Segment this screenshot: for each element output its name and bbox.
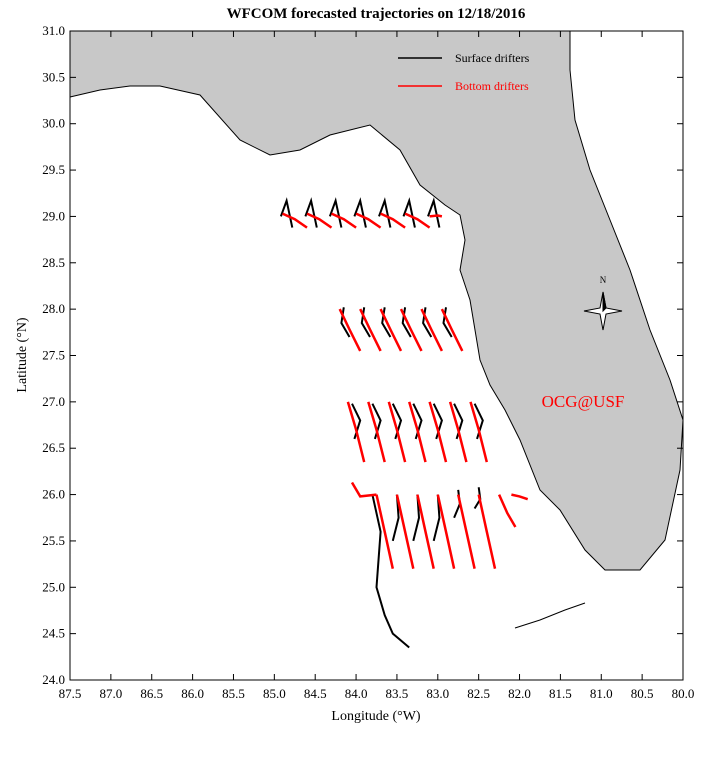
y-tick-label: 25.0 [42,579,65,594]
trajectory [281,212,308,229]
trajectory [381,307,392,338]
x-tick-label: 85.0 [263,686,286,701]
trajectory [330,212,357,229]
trajectory [306,212,333,229]
trajectory [279,197,294,228]
trajectory [497,494,517,528]
x-tick-label: 86.5 [140,686,163,701]
x-tick-label: 80.0 [672,686,695,701]
trajectory [420,308,444,352]
y-tick-label: 30.5 [42,69,65,84]
trajectory [429,214,443,218]
trajectory [328,197,343,228]
trajectory [367,401,386,463]
trajectory [371,494,410,649]
y-tick-label: 27.5 [42,348,65,363]
y-axis-label: Latitude (°N) [15,317,30,393]
annotation: OCG@USF [542,392,625,411]
keys [514,602,586,629]
trajectory [511,493,529,501]
trajectory [378,197,392,228]
trajectory [380,212,406,229]
x-tick-label: 87.5 [59,686,82,701]
trajectory [346,401,366,463]
chart-title: WFCOM forecasted trajectories on 12/18/2… [227,6,526,22]
x-tick-label: 84.0 [345,686,368,701]
land [69,30,684,571]
trajectory [387,401,407,463]
trajectory [456,494,476,569]
trajectory [379,308,403,352]
trajectory [355,212,382,229]
trajectory [350,481,377,498]
trajectory [440,308,464,352]
y-tick-label: 27.0 [42,394,65,409]
y-tick-label: 25.5 [42,533,65,548]
trajectory [416,494,435,569]
y-tick-label: 24.5 [42,626,65,641]
trajectory [408,401,427,463]
compass-label: N [600,275,607,285]
x-tick-label: 83.0 [426,686,449,701]
compass [583,291,623,331]
x-tick-label: 80.5 [631,686,654,701]
y-tick-label: 26.0 [42,487,65,502]
trajectory [436,494,456,569]
trajectory [395,494,415,569]
x-tick-label: 81.5 [549,686,572,701]
y-tick-label: 28.0 [42,301,65,316]
y-tick-label: 31.0 [42,23,65,38]
y-tick-label: 29.5 [42,162,65,177]
trajectory [401,307,412,338]
trajectory [404,212,431,229]
x-axis-label: Longitude (°W) [331,709,421,724]
x-tick-label: 84.5 [304,686,327,701]
y-tick-label: 28.5 [42,255,65,270]
trajectory [359,308,382,352]
trajectory [402,197,416,228]
x-tick-label: 85.5 [222,686,245,701]
trajectory [353,197,367,228]
trajectory [427,197,441,228]
x-tick-label: 83.5 [386,686,409,701]
trajectory [428,401,448,463]
x-tick-label: 82.0 [508,686,531,701]
legend-label: Bottom drifters [455,79,529,93]
trajectory [338,308,362,352]
trajectory [422,307,433,338]
y-tick-label: 24.0 [42,672,65,687]
legend-label: Surface drifters [455,51,530,65]
x-tick-label: 86.0 [181,686,204,701]
x-tick-label: 87.0 [99,686,122,701]
y-tick-label: 26.5 [42,440,65,455]
trajectory [360,307,371,338]
trajectory [375,494,395,569]
trajectory [304,197,318,228]
x-tick-label: 81.0 [590,686,613,701]
y-tick-label: 30.0 [42,116,65,131]
trajectory [448,401,468,463]
trajectory [469,401,489,463]
trajectory [477,494,497,569]
trajectory [442,307,453,338]
trajectory [340,307,351,338]
y-tick-label: 29.0 [42,208,65,223]
x-tick-label: 82.5 [467,686,490,701]
trajectory [399,308,423,352]
